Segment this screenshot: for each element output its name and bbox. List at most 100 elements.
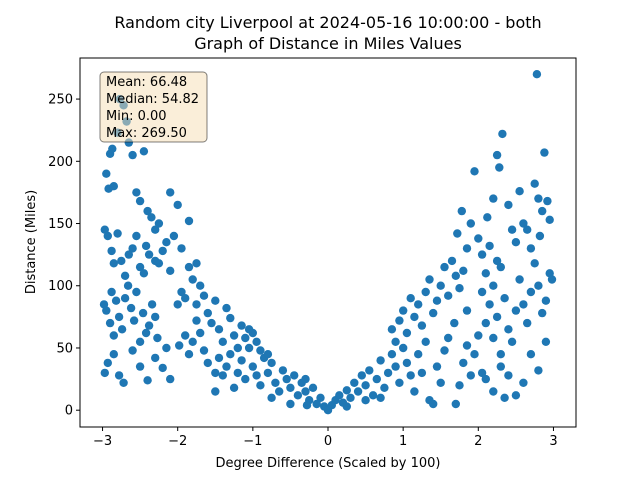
scatter-point <box>399 343 408 353</box>
scatter-point <box>342 402 351 411</box>
scatter-point <box>120 271 130 280</box>
scatter-point <box>500 393 509 402</box>
scatter-point <box>474 331 483 340</box>
scatter-point <box>241 374 250 384</box>
scatter-point <box>233 368 242 378</box>
scatter-point <box>196 328 205 338</box>
scatter-point <box>395 316 404 325</box>
scatter-point <box>453 229 462 238</box>
axis-ticks: −3 −2 −1 0 1 2 3 0 50 100 150 200 250 <box>48 93 557 449</box>
scatter-point <box>169 231 179 241</box>
scatter-point <box>278 366 288 375</box>
scatter-point <box>543 196 552 206</box>
scatter-point <box>128 150 137 160</box>
scatter-point <box>114 371 124 380</box>
scatter-point <box>158 246 167 256</box>
scatter-point <box>545 215 554 224</box>
scatter-point <box>211 296 220 305</box>
scatter-point <box>256 381 265 390</box>
scatter-point <box>485 241 494 251</box>
scatter-point <box>492 312 502 322</box>
scatter-point <box>421 287 430 297</box>
scatter-point <box>540 148 549 157</box>
scatter-point <box>144 250 154 259</box>
scatter-point <box>154 259 164 268</box>
scatter-point <box>275 387 284 396</box>
scatter-point <box>481 374 490 384</box>
scatter-point <box>138 308 148 318</box>
scatter-point <box>440 262 449 272</box>
scatter-point <box>109 350 119 359</box>
scatter-point <box>267 393 276 402</box>
scatter-point <box>346 393 355 402</box>
scatter-point <box>103 231 113 241</box>
x-tick-label: −2 <box>168 434 187 449</box>
stats-max: Max: 269.50 <box>106 126 187 141</box>
scatter-point <box>222 303 231 313</box>
stats-box-background <box>99 71 208 143</box>
scatter-point <box>541 337 551 346</box>
y-tick-label: 200 <box>48 155 73 170</box>
scatter-point <box>523 318 532 328</box>
scatter-point <box>143 206 152 216</box>
scatter-point <box>143 376 152 385</box>
scatter-point <box>492 150 502 160</box>
scatter-point <box>282 374 291 384</box>
scatter-point <box>450 318 459 328</box>
scatter-point <box>365 366 374 375</box>
scatter-point <box>316 393 325 402</box>
scatter-point <box>417 321 427 330</box>
y-tick-label: 250 <box>48 93 73 108</box>
data-points <box>99 70 557 415</box>
scatter-point <box>477 287 487 297</box>
scatter-point <box>173 300 182 309</box>
y-tick-label: 0 <box>65 404 73 419</box>
scatter-point <box>391 337 400 346</box>
y-tick-label: 50 <box>56 341 73 356</box>
scatter-point <box>496 362 505 371</box>
y-tick-label: 100 <box>48 279 73 294</box>
scatter-point <box>214 353 224 363</box>
chart-title-line2: Graph of Distance in Miles Values <box>194 34 462 53</box>
scatter-point <box>455 381 464 390</box>
scatter-point <box>135 362 145 371</box>
scatter-point <box>286 383 295 392</box>
stats-min: Min: 0.00 <box>106 109 167 124</box>
scatter-point <box>523 225 532 234</box>
scatter-point <box>429 399 438 409</box>
scatter-point <box>489 333 498 343</box>
scatter-point <box>535 231 545 241</box>
scatter-point <box>335 391 344 400</box>
scatter-point <box>462 244 472 253</box>
scatter-point <box>162 343 171 353</box>
scatter-point <box>126 303 136 313</box>
scatter-point <box>483 213 492 222</box>
scatter-point <box>177 244 186 253</box>
scatter-point <box>184 262 194 272</box>
scatter-point <box>129 316 139 325</box>
scatter-point <box>151 312 160 322</box>
y-tick-label: 150 <box>48 217 73 232</box>
scatter-point <box>383 368 393 378</box>
scatter-point <box>175 341 184 350</box>
scatter-point <box>436 378 445 387</box>
scatter-point <box>504 325 513 334</box>
scatter-point <box>263 368 273 378</box>
scatter-point <box>203 308 212 318</box>
scatter-point <box>507 337 517 346</box>
scatter-point <box>233 343 242 353</box>
scatter-point <box>402 358 412 368</box>
scatter-point <box>173 200 182 210</box>
stats-median: Median: 54.82 <box>106 92 199 107</box>
scatter-point <box>192 300 201 309</box>
scatter-point <box>103 358 113 368</box>
scatter-point <box>391 362 400 371</box>
scatter-point <box>211 368 220 378</box>
scatter-point <box>301 374 310 384</box>
scatter-point <box>244 343 254 353</box>
scatter-point <box>395 378 404 387</box>
scatter-point <box>350 378 359 387</box>
scatter-point <box>538 308 547 318</box>
scatter-point <box>290 371 299 380</box>
scatter-point <box>530 179 539 188</box>
